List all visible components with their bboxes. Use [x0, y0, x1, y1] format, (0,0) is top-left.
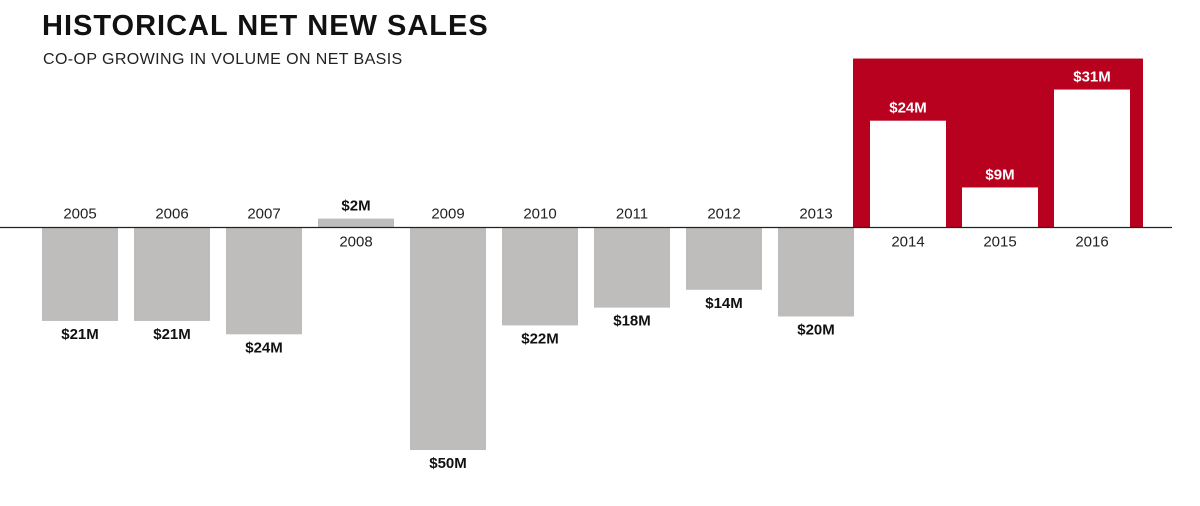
bar-2011 — [594, 227, 670, 308]
year-label-2006: 2006 — [155, 206, 188, 223]
chart-subtitle: CO-OP GROWING IN VOLUME ON NET BASIS — [43, 51, 403, 68]
year-label-2005: 2005 — [63, 206, 96, 223]
year-label-2015: 2015 — [983, 234, 1016, 251]
value-label-2009: $50M — [429, 455, 467, 472]
year-label-2008: 2008 — [339, 234, 372, 251]
year-label-2012: 2012 — [707, 206, 740, 223]
value-label-2012: $14M — [705, 295, 743, 312]
bar-2012 — [686, 227, 762, 290]
value-label-2013: $20M — [797, 322, 835, 339]
bar-2014 — [870, 120, 946, 228]
value-label-2011: $18M — [613, 313, 651, 330]
value-label-2008: $2M — [341, 198, 370, 215]
bar-2009 — [410, 227, 486, 450]
bar-2015 — [962, 187, 1038, 228]
bar-2006 — [134, 227, 210, 321]
bar-2007 — [226, 227, 302, 335]
value-label-2007: $24M — [245, 339, 283, 356]
chart-title: HISTORICAL NET NEW SALES — [42, 10, 489, 42]
year-label-2013: 2013 — [799, 206, 832, 223]
year-label-2016: 2016 — [1075, 234, 1108, 251]
year-label-2014: 2014 — [891, 234, 924, 251]
value-label-2016: $31M — [1073, 69, 1111, 86]
value-label-2010: $22M — [521, 330, 559, 347]
bar-2005 — [42, 227, 118, 321]
value-label-2005: $21M — [61, 326, 99, 343]
bar-2016 — [1054, 89, 1130, 228]
value-label-2006: $21M — [153, 326, 191, 343]
year-label-2011: 2011 — [616, 206, 648, 223]
year-label-2009: 2009 — [431, 206, 464, 223]
bar-2013 — [778, 227, 854, 317]
value-label-2014: $24M — [889, 100, 927, 117]
bar-2008 — [318, 218, 394, 228]
year-label-2010: 2010 — [523, 206, 556, 223]
bar-2010 — [502, 227, 578, 326]
value-label-2015: $9M — [985, 166, 1014, 183]
year-label-2007: 2007 — [247, 206, 280, 223]
